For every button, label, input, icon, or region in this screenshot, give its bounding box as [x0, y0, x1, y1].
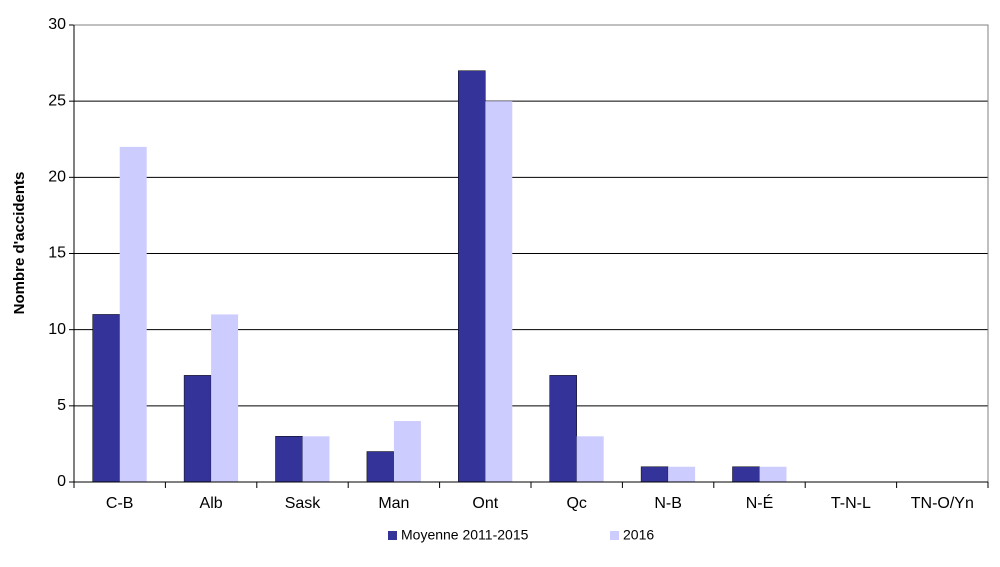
bar: [302, 436, 330, 482]
bar: [485, 101, 513, 483]
x-tick-label: Alb: [200, 495, 223, 512]
x-tick-label: Ont: [472, 495, 498, 512]
bar: [92, 314, 120, 483]
bar: [393, 421, 421, 482]
bar: [275, 436, 303, 483]
bar: [732, 466, 760, 483]
legend-swatch: [610, 531, 619, 540]
y-tick-label: 20: [48, 169, 66, 186]
legend-label: Moyenne 2011-2015: [401, 527, 529, 543]
x-tick-label: T-N-L: [831, 495, 871, 512]
x-tick-label: N-É: [746, 493, 774, 512]
bar: [549, 375, 577, 483]
bar: [458, 70, 486, 483]
bar: [119, 146, 147, 482]
bar: [640, 466, 669, 483]
x-tick-label: TN-O/Yn: [911, 495, 974, 512]
bar: [211, 314, 239, 482]
y-tick-label: 30: [48, 16, 66, 33]
bar: [576, 436, 604, 482]
y-tick-label: 0: [57, 473, 66, 490]
legend-label: 2016: [623, 527, 654, 543]
x-tick-label: Man: [378, 495, 409, 512]
bar: [183, 375, 212, 483]
bar: [668, 466, 696, 482]
bar: [366, 451, 395, 483]
y-tick-label: 25: [48, 92, 66, 109]
legend-swatch: [388, 531, 397, 540]
y-tick-label: 5: [57, 397, 66, 414]
y-tick-label: 15: [48, 245, 66, 262]
bar: [759, 466, 787, 482]
y-axis-label: Nombre d'accidents: [11, 172, 28, 315]
x-tick-label: Qc: [566, 495, 586, 512]
x-tick-label: C-B: [106, 495, 134, 512]
x-tick-label: Sask: [285, 495, 322, 512]
y-tick-label: 10: [48, 321, 66, 338]
x-tick-label: N-B: [654, 495, 682, 512]
